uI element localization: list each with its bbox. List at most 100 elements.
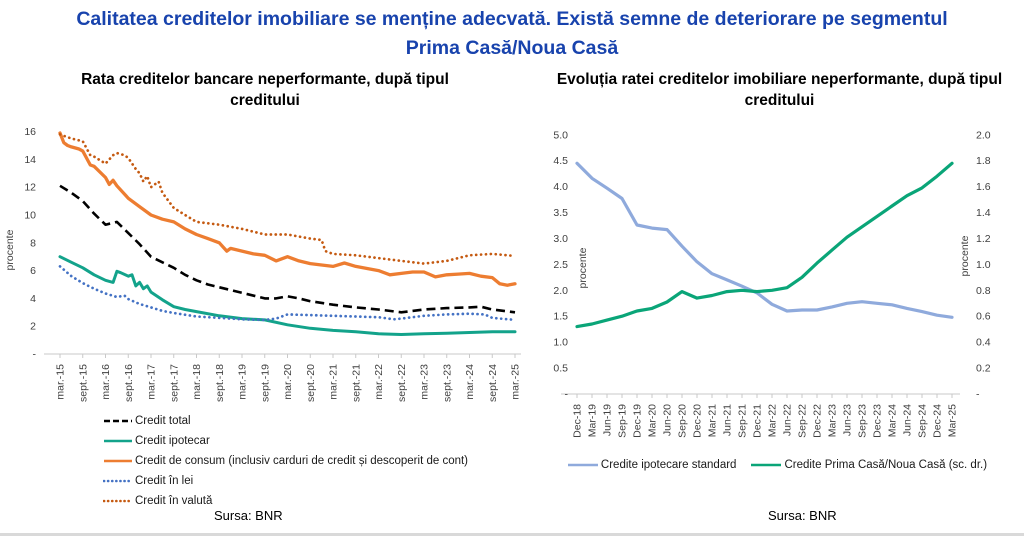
svg-text:2: 2	[30, 321, 36, 333]
legend-item: Credit în lei	[103, 471, 468, 491]
svg-text:sept.-17: sept.-17	[168, 364, 180, 402]
svg-text:4: 4	[30, 293, 36, 305]
svg-text:Jun-23: Jun-23	[842, 404, 854, 436]
svg-text:mar.-22: mar.-22	[373, 364, 385, 400]
svg-text:mar.-17: mar.-17	[146, 364, 158, 400]
legend-swatch-icon	[104, 439, 132, 443]
svg-text:mar.-15: mar.-15	[55, 364, 67, 400]
svg-text:Sep-20: Sep-20	[677, 404, 689, 438]
svg-text:1.2: 1.2	[976, 233, 991, 245]
legend-label: Credite Prima Casă/Noua Casă (sc. dr.)	[784, 459, 988, 471]
svg-text:1.6: 1.6	[976, 181, 991, 193]
svg-text:4.0: 4.0	[553, 181, 568, 193]
svg-text:Dec-18: Dec-18	[572, 404, 584, 438]
svg-text:mar.-18: mar.-18	[191, 364, 203, 400]
svg-text:12: 12	[24, 182, 36, 194]
legend-label: Credit ipotecar	[135, 435, 210, 447]
svg-text:Mar-23: Mar-23	[827, 404, 839, 437]
svg-text:sept.-18: sept.-18	[214, 364, 226, 402]
svg-text:-: -	[976, 389, 980, 401]
series-credite-prima-cas-noua-cas-sc-dr-	[575, 161, 954, 329]
series-credite-ipotecare-standard	[575, 161, 954, 319]
svg-text:procente: procente	[959, 235, 971, 276]
svg-text:0.4: 0.4	[976, 337, 991, 349]
legend-item: Credit ipotecar	[103, 431, 468, 451]
right-chart-legend: Credite ipotecare standard Credite Prima …	[530, 455, 1024, 475]
svg-text:2.0: 2.0	[553, 285, 568, 297]
svg-text:mar.-16: mar.-16	[100, 364, 112, 400]
series-credit-de-consum-inclusiv-carduri-de-credit-i-descoperit-de-cont-	[58, 131, 517, 287]
left-chart-legend: Credit total Credit ipotecar Credit de con…	[103, 411, 468, 511]
series-credit-ipotecar	[58, 255, 517, 336]
legend-swatch-icon	[567, 463, 598, 467]
svg-text:Jun-21: Jun-21	[722, 404, 734, 436]
legend-label: Credite ipotecare standard	[600, 459, 737, 471]
svg-text:Mar-25: Mar-25	[947, 404, 959, 437]
legend-label: Credit în valută	[135, 495, 213, 507]
right-chart-title: Evoluția ratei creditelor imobiliare nep…	[556, 71, 1003, 109]
bottom-divider	[0, 533, 1024, 536]
svg-text:mar.-23: mar.-23	[419, 364, 431, 400]
svg-text:2.5: 2.5	[553, 259, 568, 271]
svg-text:Jun-22: Jun-22	[782, 404, 794, 436]
svg-text:Dec-19: Dec-19	[632, 404, 644, 438]
legend-label: Credit în lei	[135, 475, 194, 487]
svg-text:sept.-22: sept.-22	[396, 364, 408, 402]
svg-text:2.0: 2.0	[976, 129, 991, 141]
svg-text:mar.-20: mar.-20	[282, 364, 294, 400]
svg-text:Dec-23: Dec-23	[872, 404, 884, 438]
svg-text:5.0: 5.0	[553, 129, 568, 141]
svg-text:0.5: 0.5	[553, 363, 568, 375]
svg-text:Sep-24: Sep-24	[917, 404, 929, 438]
svg-text:procente: procente	[577, 247, 589, 288]
svg-text:14: 14	[24, 154, 36, 166]
left-chart-title: Rata creditelor bancare neperformante, d…	[81, 71, 449, 109]
svg-text:sept.-19: sept.-19	[259, 364, 271, 402]
page-title: Calitatea creditelor imobiliare se menți…	[76, 8, 948, 60]
svg-text:1.0: 1.0	[553, 337, 568, 349]
svg-text:4.5: 4.5	[553, 155, 568, 167]
svg-text:Dec-24: Dec-24	[932, 404, 944, 438]
svg-text:sept.-24: sept.-24	[487, 364, 499, 402]
svg-text:Jun-19: Jun-19	[602, 404, 614, 436]
svg-text:sept.-23: sept.-23	[441, 364, 453, 402]
legend-swatch-icon	[751, 463, 782, 467]
svg-text:procente: procente	[4, 229, 16, 270]
svg-text:Dec-21: Dec-21	[752, 404, 764, 438]
legend-swatch-icon	[104, 459, 132, 463]
left-chart-svg: mar.-15 sept.-15 mar.-16 sept.-16 mar.-17 sep…	[4, 126, 522, 402]
source-label-right: Sursa: BNR	[768, 508, 837, 523]
svg-text:Dec-20: Dec-20	[692, 404, 704, 438]
svg-text:Sep-19: Sep-19	[617, 404, 629, 438]
svg-text:1.5: 1.5	[553, 311, 568, 323]
svg-text:Mar-22: Mar-22	[767, 404, 779, 437]
svg-text:8: 8	[30, 237, 36, 249]
legend-label: Credit total	[135, 415, 191, 427]
svg-text:mar.-19: mar.-19	[237, 364, 249, 400]
svg-text:Jun-24: Jun-24	[902, 404, 914, 436]
svg-text:3.5: 3.5	[553, 207, 568, 219]
svg-text:Mar-20: Mar-20	[647, 404, 659, 437]
svg-text:mar.-21: mar.-21	[328, 364, 340, 400]
svg-text:10: 10	[24, 210, 36, 222]
legend-swatch-icon	[103, 479, 133, 483]
svg-text:Sep-22: Sep-22	[797, 404, 809, 438]
svg-text:sept.-15: sept.-15	[77, 364, 89, 402]
svg-text:1.4: 1.4	[976, 207, 991, 219]
svg-text:1.8: 1.8	[976, 155, 991, 167]
svg-text:1.0: 1.0	[976, 259, 991, 271]
svg-text:sept.-20: sept.-20	[305, 364, 317, 402]
svg-text:0.2: 0.2	[976, 363, 991, 375]
legend-swatch-icon	[104, 419, 132, 423]
right-chart-svg: Dec-18 Mar-19 Jun-19 Sep-19 Dec-19 Mar-20 Jun-…	[553, 129, 991, 438]
svg-text:sept.-21: sept.-21	[350, 364, 362, 402]
source-label-left: Sursa: BNR	[214, 508, 283, 523]
legend-item: Credit de consum (inclusiv carduri de cr…	[103, 451, 468, 471]
svg-text:Mar-19: Mar-19	[587, 404, 599, 437]
svg-text:-: -	[33, 349, 37, 361]
svg-text:Sep-21: Sep-21	[737, 404, 749, 438]
svg-text:Dec-22: Dec-22	[812, 404, 824, 438]
legend-label: Credit de consum (inclusiv carduri de cr…	[135, 455, 469, 467]
svg-text:16: 16	[24, 126, 36, 138]
